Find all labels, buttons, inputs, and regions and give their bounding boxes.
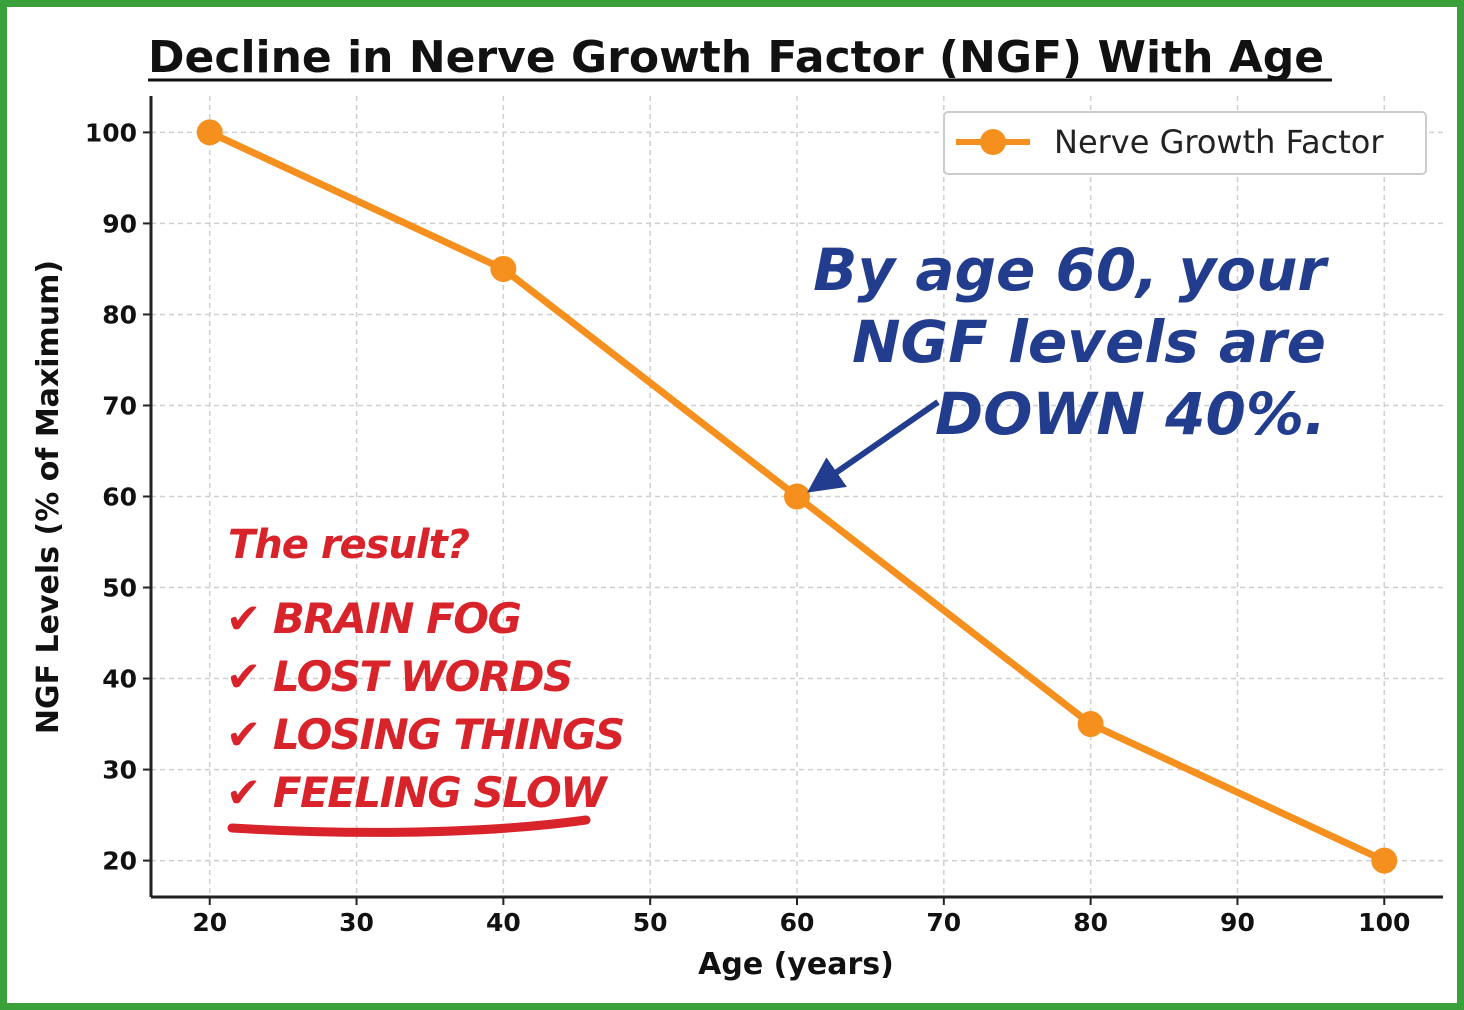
- result-note: The result? ✔ BRAIN FOG ✔ LOST WORDS ✔ L…: [226, 522, 625, 837]
- callout-line-1: By age 60, your: [813, 236, 1329, 304]
- y-axis-label: NGF Levels (% of Maximum): [31, 260, 66, 734]
- y-tick-label-90: 90: [102, 209, 137, 238]
- result-item-lost-words: ✔ LOST WORDS: [226, 652, 572, 701]
- x-tick-label-30: 30: [339, 908, 374, 937]
- result-item-losing-things: ✔ LOSING THINGS: [226, 710, 624, 759]
- y-tick-label-80: 80: [102, 300, 137, 329]
- data-point-80: [1077, 711, 1104, 738]
- y-tick-label-70: 70: [102, 391, 137, 420]
- data-point-40: [490, 255, 517, 282]
- data-point-60: [784, 483, 810, 510]
- blue-callout: By age 60, your NGF levels are DOWN 40%.: [807, 236, 1329, 493]
- y-tick-label-30: 30: [102, 756, 137, 785]
- data-point-20: [196, 119, 223, 146]
- y-tick-label-60: 60: [102, 483, 137, 512]
- x-tick-label-100: 100: [1358, 908, 1410, 937]
- y-axis-ticks: 20 30 40 50 60 70 80 90 100: [85, 118, 151, 876]
- callout-line-3: DOWN 40%.: [935, 380, 1326, 448]
- x-axis-label: Age (years): [698, 947, 894, 982]
- result-item-feeling-slow: ✔ FEELING SLOW: [226, 768, 609, 817]
- callout-line-2: NGF levels are: [852, 308, 1326, 376]
- x-tick-label-60: 60: [780, 908, 815, 937]
- legend-entry-label: Nerve Growth Factor: [1054, 123, 1384, 161]
- y-tick-label-50: 50: [102, 574, 137, 603]
- result-title: The result?: [228, 522, 470, 568]
- legend: Nerve Growth Factor: [943, 111, 1427, 175]
- y-tick-label-40: 40: [102, 665, 137, 694]
- x-tick-label-20: 20: [192, 908, 227, 937]
- y-tick-label-100: 100: [85, 118, 137, 147]
- legend-marker-swatch: [980, 129, 1006, 155]
- legend-box: [943, 111, 1427, 175]
- x-tick-label-80: 80: [1073, 908, 1108, 937]
- x-tick-label-40: 40: [486, 908, 521, 937]
- y-tick-label-20: 20: [102, 847, 137, 876]
- x-tick-label-70: 70: [926, 908, 961, 937]
- callout-arrow: [807, 399, 940, 493]
- result-underline: [227, 815, 591, 837]
- x-axis-ticks: 20 30 40 50 60 70 80 90 100: [192, 897, 1410, 937]
- result-item-brain-fog: ✔ BRAIN FOG: [226, 594, 520, 643]
- chart-title: Decline in Nerve Growth Factor (NGF) Wit…: [148, 32, 1324, 83]
- x-tick-label-90: 90: [1220, 908, 1255, 937]
- grid-lines: [151, 96, 1443, 897]
- x-tick-label-50: 50: [633, 908, 668, 937]
- series-group: [196, 119, 1398, 874]
- data-point-100: [1371, 847, 1398, 874]
